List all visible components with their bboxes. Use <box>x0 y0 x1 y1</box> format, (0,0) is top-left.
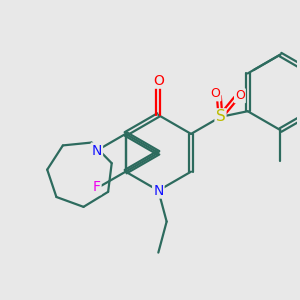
Text: N: N <box>92 143 102 158</box>
Text: O: O <box>235 89 245 102</box>
Text: S: S <box>216 110 225 124</box>
Text: O: O <box>153 74 164 88</box>
Text: F: F <box>93 180 101 194</box>
Text: N: N <box>153 184 164 198</box>
Text: O: O <box>211 87 220 101</box>
